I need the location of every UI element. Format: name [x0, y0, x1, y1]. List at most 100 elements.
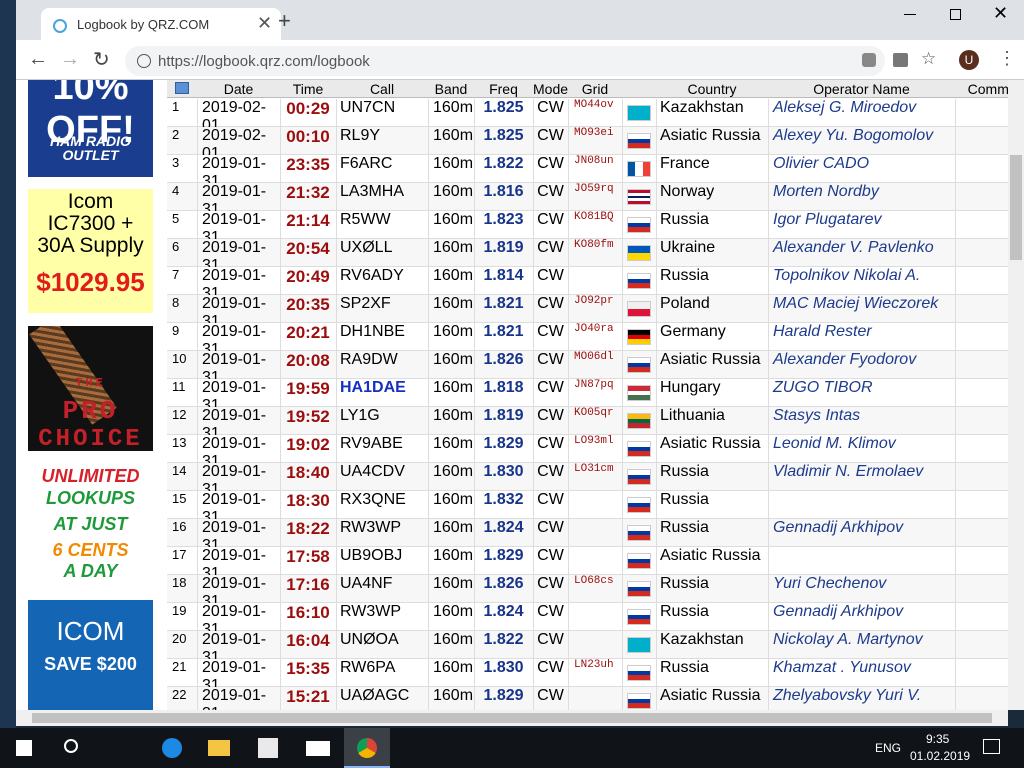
mode: CW [537, 659, 564, 676]
time: 00:29 [286, 99, 330, 118]
mode: CW [537, 603, 564, 620]
cell-border [280, 183, 281, 211]
call[interactable]: UAØAGC [340, 687, 410, 704]
info-icon[interactable] [137, 54, 151, 68]
horizontal-scrollbar[interactable] [16, 710, 1008, 726]
address-bar[interactable]: https://logbook.qrz.com/logbook [125, 46, 885, 76]
ad-hro[interactable]: 10% OFF! HAM RADIO OUTLET [28, 80, 153, 177]
call[interactable]: UB9OBJ [340, 547, 403, 564]
operator-name[interactable]: Harald Rester [773, 323, 872, 340]
call[interactable]: RX3QNE [340, 491, 406, 508]
call[interactable]: LY1G [340, 407, 380, 424]
call[interactable]: RL9Y [340, 127, 381, 144]
translate-icon[interactable] [893, 53, 908, 67]
call[interactable]: DH1NBE [340, 323, 405, 340]
call[interactable]: UXØLL [340, 239, 393, 256]
scroll-thumb[interactable] [1010, 155, 1022, 260]
call[interactable]: RW6PA [340, 659, 396, 676]
country: Kazakhstan [660, 631, 744, 648]
operator-name[interactable]: Leonid M. Klimov [773, 435, 896, 452]
clock-time[interactable]: 9:35 [926, 732, 950, 746]
column-header[interactable]: Freq [489, 81, 518, 97]
tab-close[interactable]: ✕ [257, 13, 273, 33]
column-header[interactable]: Band [434, 81, 468, 97]
search[interactable] [64, 739, 78, 753]
column-header[interactable]: Country [687, 81, 737, 97]
column-header[interactable]: Comments [967, 81, 1008, 97]
cell-border [768, 155, 769, 183]
operator-name[interactable]: Morten Nordby [773, 183, 879, 200]
new-tab[interactable]: + [278, 8, 291, 33]
operator-name[interactable]: Khamzat . Yunusov [773, 659, 911, 676]
explorer[interactable] [208, 740, 230, 756]
close-window[interactable]: ✕ [993, 3, 1009, 23]
operator-name[interactable]: Igor Plugatarev [773, 211, 882, 228]
column-header[interactable]: Date [223, 81, 254, 97]
operator-name[interactable]: MAC Maciej Wieczorek [773, 295, 939, 312]
call[interactable]: HA1DAE [340, 379, 406, 396]
call[interactable]: UA4CDV [340, 463, 405, 480]
call[interactable]: R5WW [340, 211, 391, 228]
forward[interactable]: → [60, 48, 80, 70]
operator-name[interactable]: Gennadij Arkhipov [773, 603, 904, 620]
operator-name[interactable]: ZUGO TIBOR [773, 379, 873, 396]
operator-name[interactable]: Olivier CADO [773, 155, 870, 172]
notifications[interactable] [983, 739, 1000, 754]
column-header[interactable]: Grid [581, 81, 609, 97]
tab[interactable]: Logbook by QRZ.COM ✕ [41, 8, 281, 40]
clock-date[interactable]: 01.02.2019 [910, 749, 971, 763]
call[interactable]: RV9ABE [340, 435, 403, 452]
bookmark[interactable]: ☆ [921, 49, 937, 68]
call[interactable]: UNØOA [340, 631, 399, 648]
operator-name[interactable]: Alexander Fyodorov [773, 351, 917, 368]
store[interactable] [258, 738, 278, 758]
chrome[interactable] [344, 728, 390, 768]
ad-pro-choice[interactable]: THE PRO CHOICE [28, 326, 153, 451]
scroll-thumb[interactable] [32, 713, 992, 723]
call[interactable]: RW3WP [340, 519, 402, 536]
cell-border [336, 547, 337, 575]
operator-name[interactable]: Zhelyabovsky Yuri V. [773, 687, 922, 704]
ad-icom-deal[interactable]: Icom IC7300 +30A Supply $1029.95 [28, 189, 153, 313]
column-header[interactable]: Mode [533, 81, 568, 97]
operator-name[interactable]: Aleksej G. Miroedov [773, 99, 917, 116]
call[interactable]: RW3WP [340, 603, 402, 620]
vertical-scrollbar[interactable] [1008, 80, 1024, 710]
call[interactable]: LA3MHA [340, 183, 405, 200]
extension-icon[interactable] [862, 53, 876, 67]
cell-border [336, 351, 337, 379]
call[interactable]: RV6ADY [340, 267, 404, 284]
column-header[interactable]: Time [292, 81, 324, 97]
operator-name[interactable]: Alexey Yu. Bogomolov [773, 127, 934, 144]
column-header[interactable]: Call [369, 81, 395, 97]
column-header[interactable]: Operator Name [813, 81, 910, 97]
operator-name[interactable]: Vladimir N. Ermolaev [773, 463, 924, 480]
operator-name[interactable]: Topolnikov Nikolai A. [773, 267, 921, 284]
reload[interactable]: ↻ [93, 49, 110, 71]
cell-border [768, 295, 769, 323]
maximize[interactable] [950, 9, 961, 20]
operator-name[interactable]: Gennadij Arkhipov [773, 519, 904, 536]
menu[interactable]: ⋮ [998, 48, 1016, 68]
edge[interactable] [162, 738, 182, 758]
time: 17:58 [286, 547, 330, 566]
avatar[interactable]: U [959, 50, 979, 70]
operator-name[interactable]: Nickolay A. Martynov [773, 631, 923, 648]
language[interactable]: ENG [875, 741, 902, 755]
row-number: 1 [172, 99, 180, 114]
back[interactable]: ← [28, 48, 48, 70]
call[interactable]: F6ARC [340, 155, 393, 172]
call[interactable]: SP2XF [340, 295, 391, 312]
minimize[interactable] [904, 14, 916, 15]
start-button[interactable] [16, 740, 32, 756]
ad-icom-save[interactable]: ICOM SAVE $200 [28, 600, 153, 710]
operator-name[interactable]: Stasys Intas [773, 407, 861, 424]
cell-border [474, 407, 475, 435]
call[interactable]: UN7CN [340, 99, 396, 116]
operator-name[interactable]: Alexander V. Pavlenko [773, 239, 934, 256]
call[interactable]: RA9DW [340, 351, 398, 368]
operator-name[interactable]: Yuri Chechenov [773, 575, 887, 592]
ad-lookups[interactable]: UNLIMITED LOOKUPS AT JUST 6 CENTS A DAY [28, 464, 153, 584]
mail[interactable] [306, 741, 330, 756]
call[interactable]: UA4NF [340, 575, 393, 592]
